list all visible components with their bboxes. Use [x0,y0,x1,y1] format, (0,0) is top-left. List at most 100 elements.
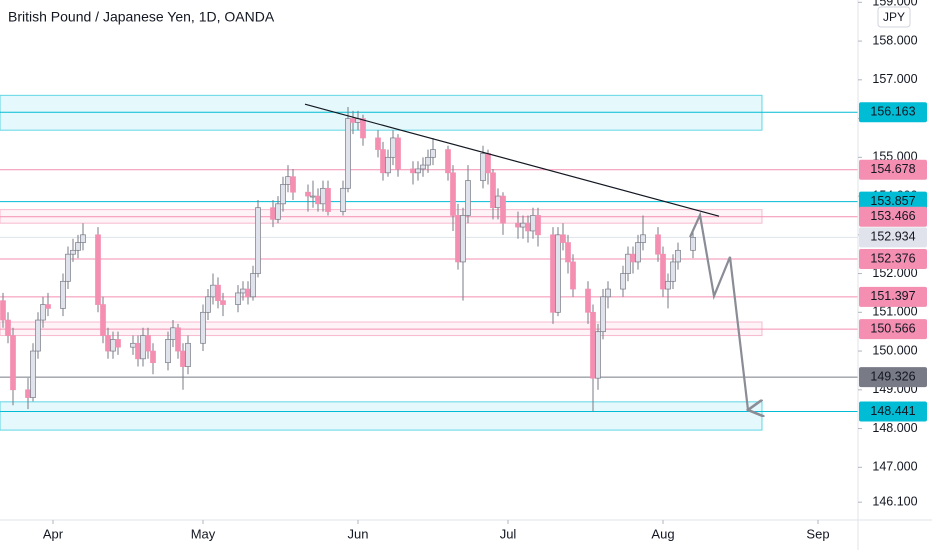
level-label-bg [859,319,927,340]
candle-body [170,327,176,340]
level-label: 148.441 [870,404,915,418]
candle-body [200,311,206,344]
level-label: 156.163 [870,105,915,119]
candle-body [315,195,321,205]
candle-body [380,149,386,174]
y-tick-label: 151.000 [872,305,917,319]
candle-body [180,350,186,367]
y-tick-label: 158.000 [872,33,917,47]
candle-body [130,342,136,348]
candle-body [210,284,216,298]
candle-body [485,153,491,174]
candle-body [670,261,676,282]
candle-body [10,335,16,391]
level-label-bg [859,248,927,269]
candle-body [640,234,646,243]
candle-body [555,234,561,313]
candle-body [675,249,681,263]
y-tick-label: 147.000 [872,460,917,474]
candle-body [220,300,226,305]
x-tick-label: Aug [651,526,674,541]
zone [0,401,763,431]
x-tick-label: Jul [500,526,517,541]
candle-body [175,327,181,352]
level-label-bg [859,401,927,422]
candle-body [115,339,121,348]
y-tick-label: 152.000 [872,266,917,280]
candle-body [560,234,566,243]
candle-body [215,284,221,302]
level-label-bg [859,206,927,227]
candle-body [5,319,11,336]
candle-body [320,187,326,205]
level-label-bg [859,191,927,212]
candle-body [65,253,71,282]
candle-body [550,234,556,313]
candle-body [570,261,576,290]
candle-body [145,335,151,352]
candle-body [140,335,146,360]
currency-badge [877,6,911,28]
candle-body [310,195,316,198]
candle-body [520,222,526,228]
candle-body [250,273,256,298]
candle-body [565,242,571,263]
candle-body [150,350,156,364]
candle-body [455,215,461,263]
candle-body [420,164,426,170]
candle-body [585,288,591,313]
candle-body [70,249,76,255]
candle-body [385,156,391,174]
candle-body [290,176,296,193]
candle-body [660,253,666,290]
level-label: 149.326 [870,369,915,383]
candle-body [340,187,346,212]
candle-body [350,118,356,123]
y-tick-label: 157.000 [872,72,917,86]
candle-body [40,304,46,321]
candle-body [0,300,6,321]
candle-body [75,242,81,251]
candle-body [80,234,86,243]
level-label: 151.397 [870,289,915,303]
candle-body [45,304,51,309]
candle-body [535,215,541,236]
projection-path [688,211,748,410]
candle-body [110,339,116,352]
candle-body [445,149,451,174]
candle-body [285,176,291,185]
x-tick-label: Jun [348,526,369,541]
candle-body [60,280,66,309]
level-label-bg [859,102,927,123]
candle-body [465,180,471,216]
candle-body [415,168,421,174]
level-label: 153.466 [870,209,915,223]
candle-body [630,253,636,263]
level-label: 154.678 [870,162,915,176]
candle-body [490,172,496,209]
candle-body [600,296,606,333]
candle-body [375,137,381,150]
currency: JPY [883,10,905,24]
candle-body [235,292,241,305]
candle-body [30,350,36,398]
level-label-bg [859,367,927,388]
level-label: 150.566 [870,321,915,335]
candle-body [95,234,101,305]
x-tick-label: May [191,526,216,541]
x-tick-label: Apr [43,526,64,541]
candle-body [395,137,401,170]
candle-body [460,215,466,263]
candle-body [25,389,31,398]
candle-body [625,253,631,274]
candle-body [425,156,431,166]
candle-body [325,187,331,212]
candle-body [620,273,626,290]
candle-body [665,280,671,290]
level-label: 152.934 [870,230,915,244]
level-label-bg [859,227,927,248]
candle-body [690,237,696,251]
candle-body [305,191,311,197]
